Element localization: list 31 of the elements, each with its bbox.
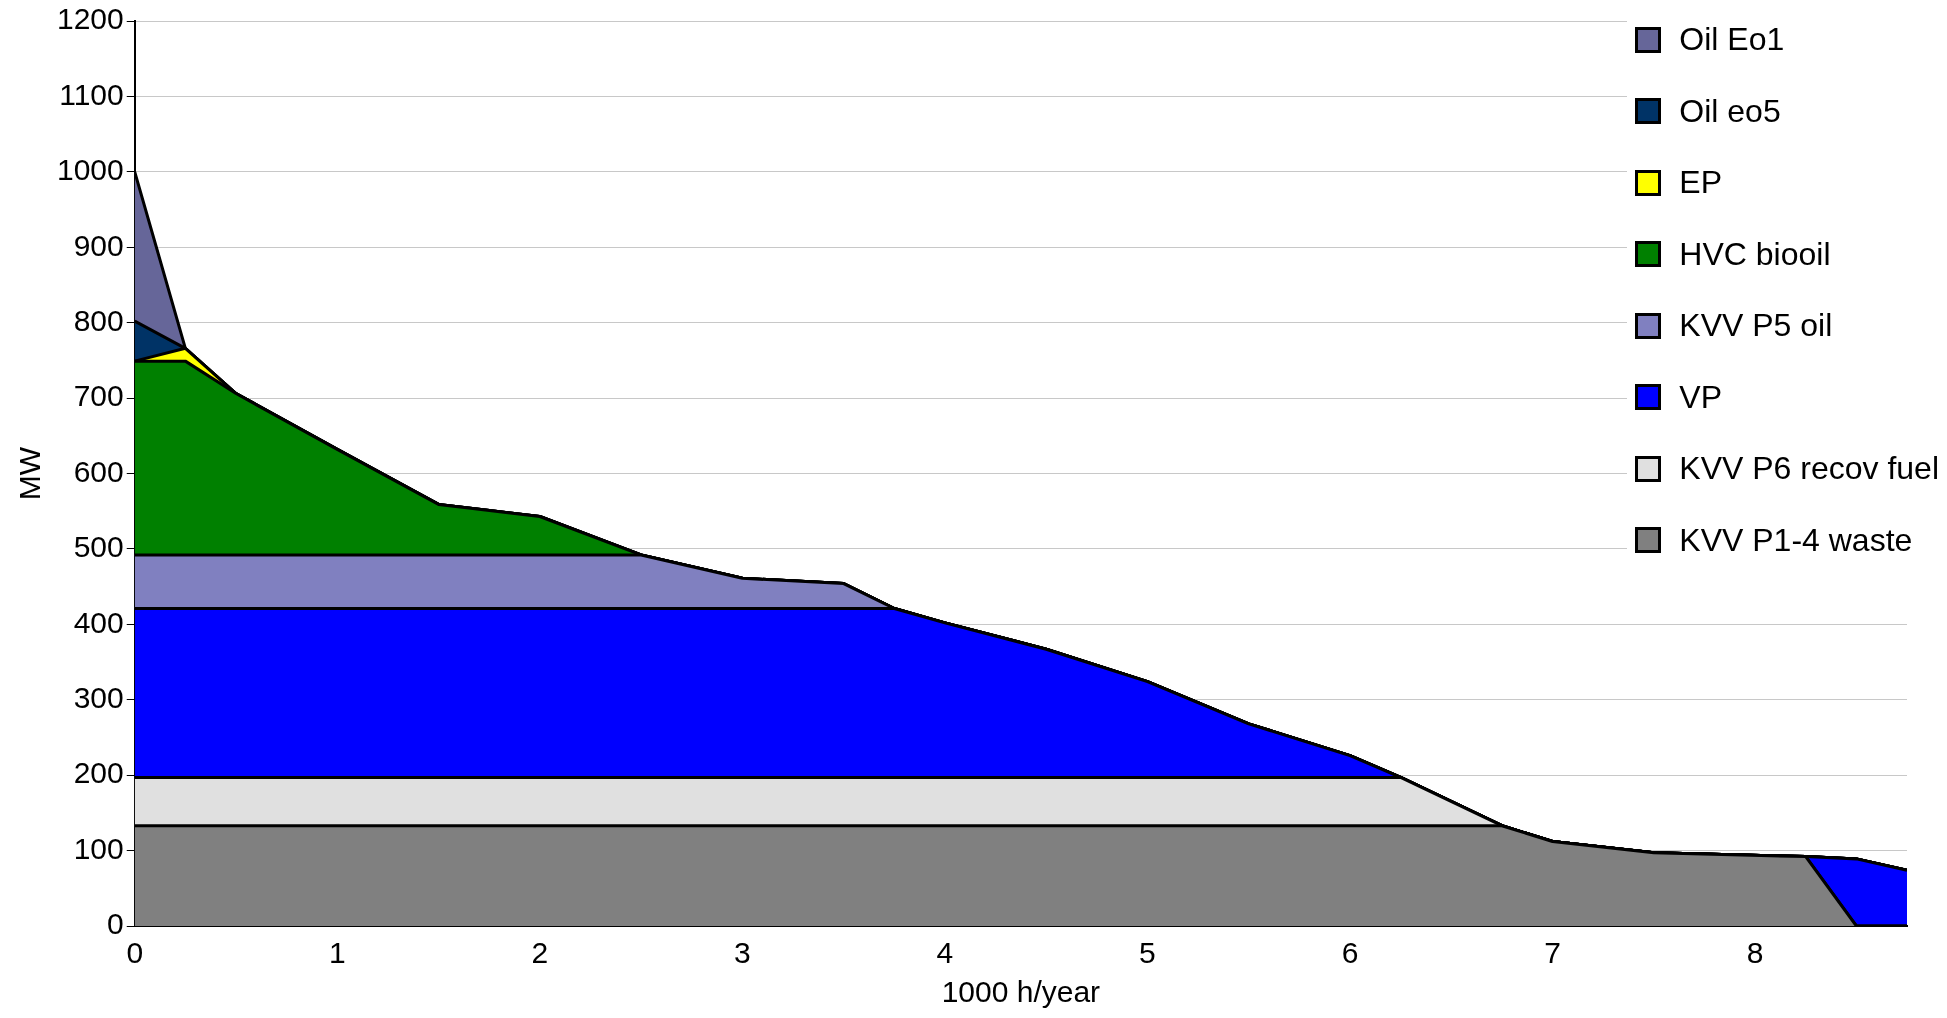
legend-label: EP bbox=[1679, 164, 1722, 202]
legend-label: KVV P5 oil bbox=[1679, 307, 1833, 345]
y-tick-label: 800 bbox=[73, 303, 124, 337]
x-tick-label: 7 bbox=[1544, 936, 1561, 970]
x-tick-label: 5 bbox=[1139, 936, 1156, 970]
y-tick-label: 900 bbox=[73, 228, 124, 262]
y-axis-title: MW bbox=[13, 446, 47, 501]
y-tick-label: 1200 bbox=[56, 2, 124, 36]
y-tick-label: 1000 bbox=[56, 153, 124, 187]
legend-label: Oil Eo1 bbox=[1679, 21, 1785, 59]
legend-label: HVC biooil bbox=[1679, 235, 1831, 273]
y-tick-label: 500 bbox=[73, 530, 124, 564]
y-tick-label: 300 bbox=[73, 681, 124, 715]
y-tick-label: 0 bbox=[107, 907, 124, 941]
legend-label: VP bbox=[1679, 378, 1722, 416]
x-axis-title: 1000 h/year bbox=[941, 975, 1101, 1009]
y-tick-label: 600 bbox=[73, 454, 124, 488]
x-tick-label: 4 bbox=[936, 936, 954, 970]
x-tick-label: 3 bbox=[734, 936, 751, 970]
legend-label: KVV P1-4 waste bbox=[1679, 521, 1913, 559]
x-tick-label: 6 bbox=[1341, 936, 1359, 970]
y-tick-label: 1100 bbox=[59, 77, 124, 111]
y-tick-label: 200 bbox=[73, 756, 124, 790]
x-tick-label: 8 bbox=[1746, 936, 1764, 970]
x-tick-label: 2 bbox=[531, 936, 549, 970]
x-tick-label: 1 bbox=[328, 936, 346, 970]
y-tick-label: 400 bbox=[73, 605, 124, 639]
y-tick-label: 700 bbox=[73, 379, 124, 413]
y-tick-label: 100 bbox=[73, 831, 124, 865]
legend-label: Oil eo5 bbox=[1679, 92, 1781, 130]
legend-label: KVV P6 recov fuel bbox=[1679, 450, 1939, 488]
